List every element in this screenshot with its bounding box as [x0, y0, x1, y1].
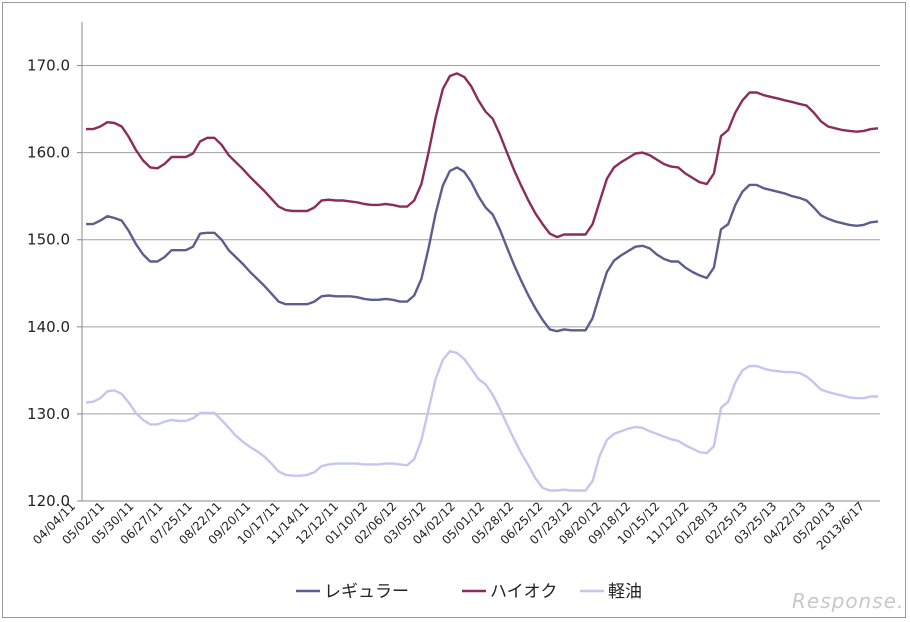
y-tick-label: 160.0 — [27, 144, 70, 162]
series-line-2 — [86, 72, 879, 239]
legend-label: 軽油 — [608, 582, 642, 602]
legend-label: ハイオク — [490, 582, 557, 602]
y-axis-ticks: 120.0 130.0 140.0 150.0 160.0 170.0 — [27, 57, 70, 510]
y-tick-label: 150.0 — [27, 231, 70, 249]
legend: レギュラー ハイオク 軽油 — [296, 582, 642, 602]
y-tick-label: 140.0 — [27, 318, 70, 336]
series-line-1 — [86, 166, 879, 333]
series-line-3 — [85, 350, 878, 492]
y-tick-label: 120.0 — [27, 492, 70, 510]
x-axis-ticks: 04/04/1105/02/1105/30/1106/27/1107/25/11… — [30, 499, 867, 552]
y-tick-label: 130.0 — [27, 405, 70, 423]
series-lines — [85, 72, 879, 492]
y-tick-label: 170.0 — [27, 57, 70, 75]
legend-label: レギュラー — [324, 582, 409, 602]
watermark-logo: Response. — [792, 589, 904, 613]
